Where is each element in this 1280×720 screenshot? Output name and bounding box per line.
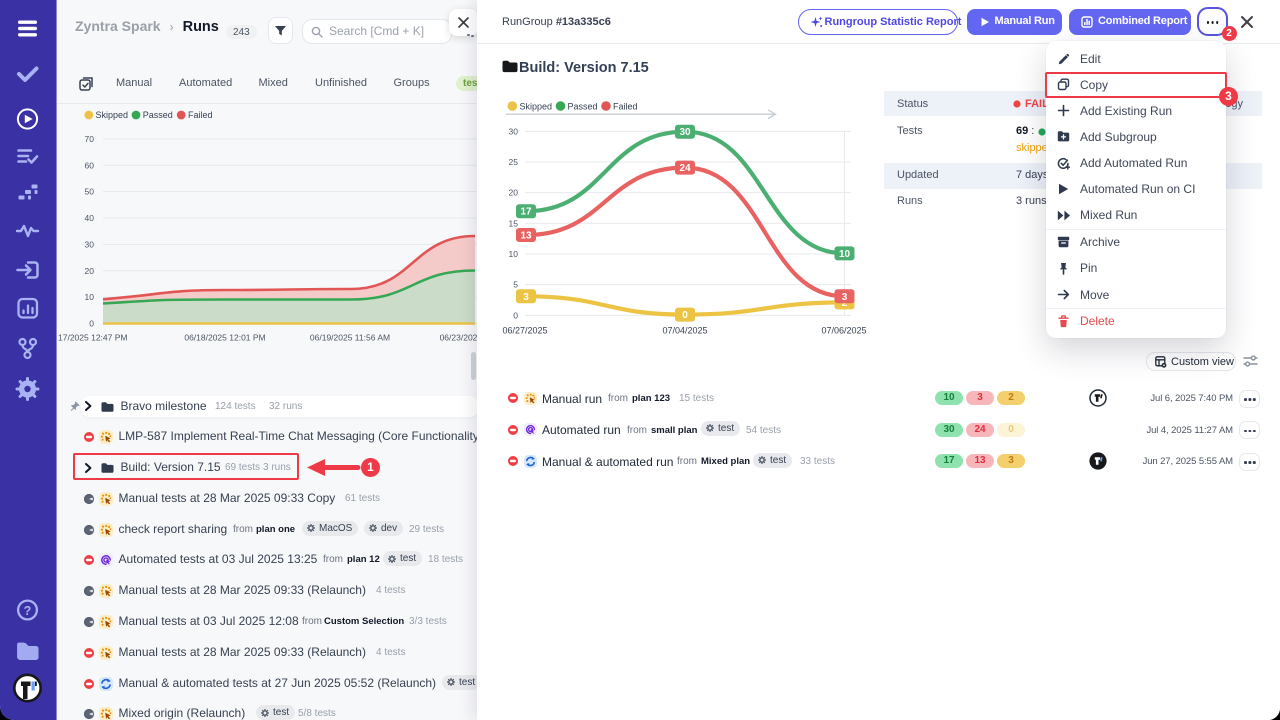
svg-text:24: 24 (679, 163, 691, 174)
svg-text:Passed: Passed (143, 110, 173, 120)
svg-text:Skipped: Skipped (96, 110, 129, 120)
svg-text:17: 17 (520, 207, 532, 218)
svg-text:70: 70 (85, 134, 95, 144)
svg-text:06/23/2025 10:02 AM: 06/23/2025 10:02 AM (440, 333, 477, 343)
svg-text:15: 15 (509, 218, 519, 228)
svg-text:3: 3 (523, 292, 529, 303)
svg-text:50: 50 (85, 187, 95, 197)
svg-text:0: 0 (513, 310, 518, 320)
svg-text:10: 10 (839, 249, 851, 260)
svg-text:5: 5 (513, 280, 518, 290)
svg-text:Failed: Failed (188, 110, 213, 120)
svg-text:2: 2 (842, 298, 848, 309)
svg-text:07/04/2025: 07/04/2025 (662, 326, 707, 336)
svg-text:20: 20 (85, 266, 95, 276)
svg-text:40: 40 (85, 213, 95, 223)
svg-text:25: 25 (509, 157, 519, 167)
svg-text:17/2025 12:47 PM: 17/2025 12:47 PM (58, 333, 127, 343)
svg-text:30: 30 (509, 126, 519, 136)
svg-text:20: 20 (509, 188, 519, 198)
svg-text:06/18/2025 12:01 PM: 06/18/2025 12:01 PM (184, 333, 265, 343)
svg-text:06/27/2025: 06/27/2025 (502, 326, 547, 336)
svg-text:30: 30 (85, 239, 95, 249)
svg-text:10: 10 (509, 249, 519, 259)
svg-text:0: 0 (89, 319, 94, 329)
svg-text:0: 0 (682, 310, 688, 321)
svg-text:?: ? (24, 604, 32, 618)
svg-text:Failed: Failed (613, 101, 638, 111)
svg-text:3: 3 (842, 292, 848, 303)
svg-text:60: 60 (85, 160, 95, 170)
svg-text:10: 10 (85, 292, 95, 302)
svg-text:Skipped: Skipped (520, 101, 553, 111)
svg-text:30: 30 (679, 127, 691, 138)
svg-text:13: 13 (520, 231, 532, 242)
svg-text:06/19/2025 11:56 AM: 06/19/2025 11:56 AM (310, 333, 390, 343)
svg-text:07/06/2025: 07/06/2025 (821, 326, 866, 336)
svg-text:Passed: Passed (568, 101, 598, 111)
